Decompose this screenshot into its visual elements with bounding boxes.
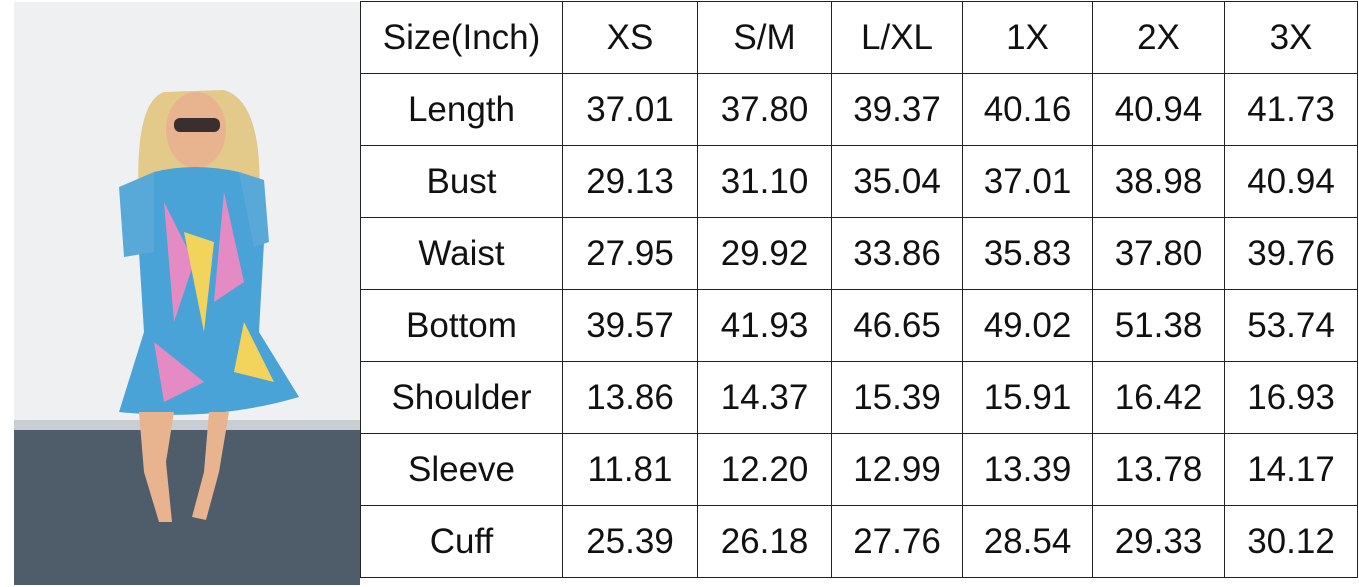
table-row: Bust 29.13 31.10 35.04 37.01 38.98 40.94 — [360, 145, 1358, 218]
measurement-value: 51.38 — [1092, 289, 1225, 362]
measurement-value: 15.39 — [831, 361, 963, 434]
table-row: Length 37.01 37.80 39.37 40.16 40.94 41.73 — [360, 73, 1358, 146]
measurement-value: 40.16 — [962, 73, 1093, 146]
measurement-value: 13.78 — [1092, 433, 1225, 506]
measurement-value: 38.98 — [1092, 145, 1225, 218]
measurement-value: 37.01 — [962, 145, 1093, 218]
size-header: 1X — [962, 1, 1093, 74]
table-body: Size(Inch) XS S/M L/XL 1X 2X 3X Length 37.01 37.8… — [360, 1, 1358, 578]
measurement-label: Sleeve — [360, 433, 563, 506]
measurement-value: 41.73 — [1224, 73, 1358, 146]
measurement-value: 15.91 — [962, 361, 1093, 434]
measurement-value: 53.74 — [1224, 289, 1358, 362]
measurement-value: 29.92 — [697, 217, 832, 290]
size-chart-table: Size(Inch) XS S/M L/XL 1X 2X 3X Length 37.01 37.8… — [360, 1, 1358, 578]
size-header: XS — [562, 1, 698, 74]
measurement-value: 37.01 — [562, 73, 698, 146]
measurement-value: 13.39 — [962, 433, 1093, 506]
measurement-value: 30.12 — [1224, 505, 1358, 578]
size-header: 2X — [1092, 1, 1225, 74]
measurement-value: 37.80 — [1092, 217, 1225, 290]
measurement-value: 33.86 — [831, 217, 963, 290]
measurement-value: 46.65 — [831, 289, 963, 362]
measurement-value: 16.93 — [1224, 361, 1358, 434]
measurement-value: 39.76 — [1224, 217, 1358, 290]
measurement-value: 26.18 — [697, 505, 832, 578]
measurement-value: 27.95 — [562, 217, 698, 290]
table-row: Bottom 39.57 41.93 46.65 49.02 51.38 53.74 — [360, 289, 1358, 362]
size-header: S/M — [697, 1, 832, 74]
measurement-value: 40.94 — [1092, 73, 1225, 146]
measurement-label: Cuff — [360, 505, 563, 578]
measurement-value: 29.33 — [1092, 505, 1225, 578]
measurement-label: Bust — [360, 145, 563, 218]
measurement-value: 13.86 — [562, 361, 698, 434]
measurement-value: 35.04 — [831, 145, 963, 218]
table-row: Sleeve 11.81 12.20 12.99 13.39 13.78 14.17 — [360, 433, 1358, 506]
model-photo — [14, 2, 360, 585]
measurement-value: 11.81 — [562, 433, 698, 506]
measurement-value: 35.83 — [962, 217, 1093, 290]
measurement-value: 37.80 — [697, 73, 832, 146]
table-row: Cuff 25.39 26.18 27.76 28.54 29.33 30.12 — [360, 505, 1358, 578]
measurement-label: Shoulder — [360, 361, 563, 434]
measurement-value: 14.17 — [1224, 433, 1358, 506]
measurement-value: 12.99 — [831, 433, 963, 506]
measurement-value: 12.20 — [697, 433, 832, 506]
measurement-value: 27.76 — [831, 505, 963, 578]
measurement-value: 40.94 — [1224, 145, 1358, 218]
measurement-value: 31.10 — [697, 145, 832, 218]
size-header: L/XL — [831, 1, 963, 74]
measurement-value: 39.57 — [562, 289, 698, 362]
measurement-value: 49.02 — [962, 289, 1093, 362]
measurement-value: 25.39 — [562, 505, 698, 578]
table-row: Waist 27.95 29.92 33.86 35.83 37.80 39.76 — [360, 217, 1358, 290]
table-row: Size(Inch) XS S/M L/XL 1X 2X 3X — [360, 1, 1358, 74]
header-label: Size(Inch) — [360, 1, 563, 74]
measurement-label: Length — [360, 73, 563, 146]
measurement-value: 39.37 — [831, 73, 963, 146]
measurement-value: 28.54 — [962, 505, 1093, 578]
measurement-value: 29.13 — [562, 145, 698, 218]
table-row: Shoulder 13.86 14.37 15.39 15.91 16.42 16.93 — [360, 361, 1358, 434]
measurement-label: Bottom — [360, 289, 563, 362]
measurement-label: Waist — [360, 217, 563, 290]
measurement-value: 16.42 — [1092, 361, 1225, 434]
measurement-value: 14.37 — [697, 361, 832, 434]
size-header: 3X — [1224, 1, 1358, 74]
measurement-value: 41.93 — [697, 289, 832, 362]
